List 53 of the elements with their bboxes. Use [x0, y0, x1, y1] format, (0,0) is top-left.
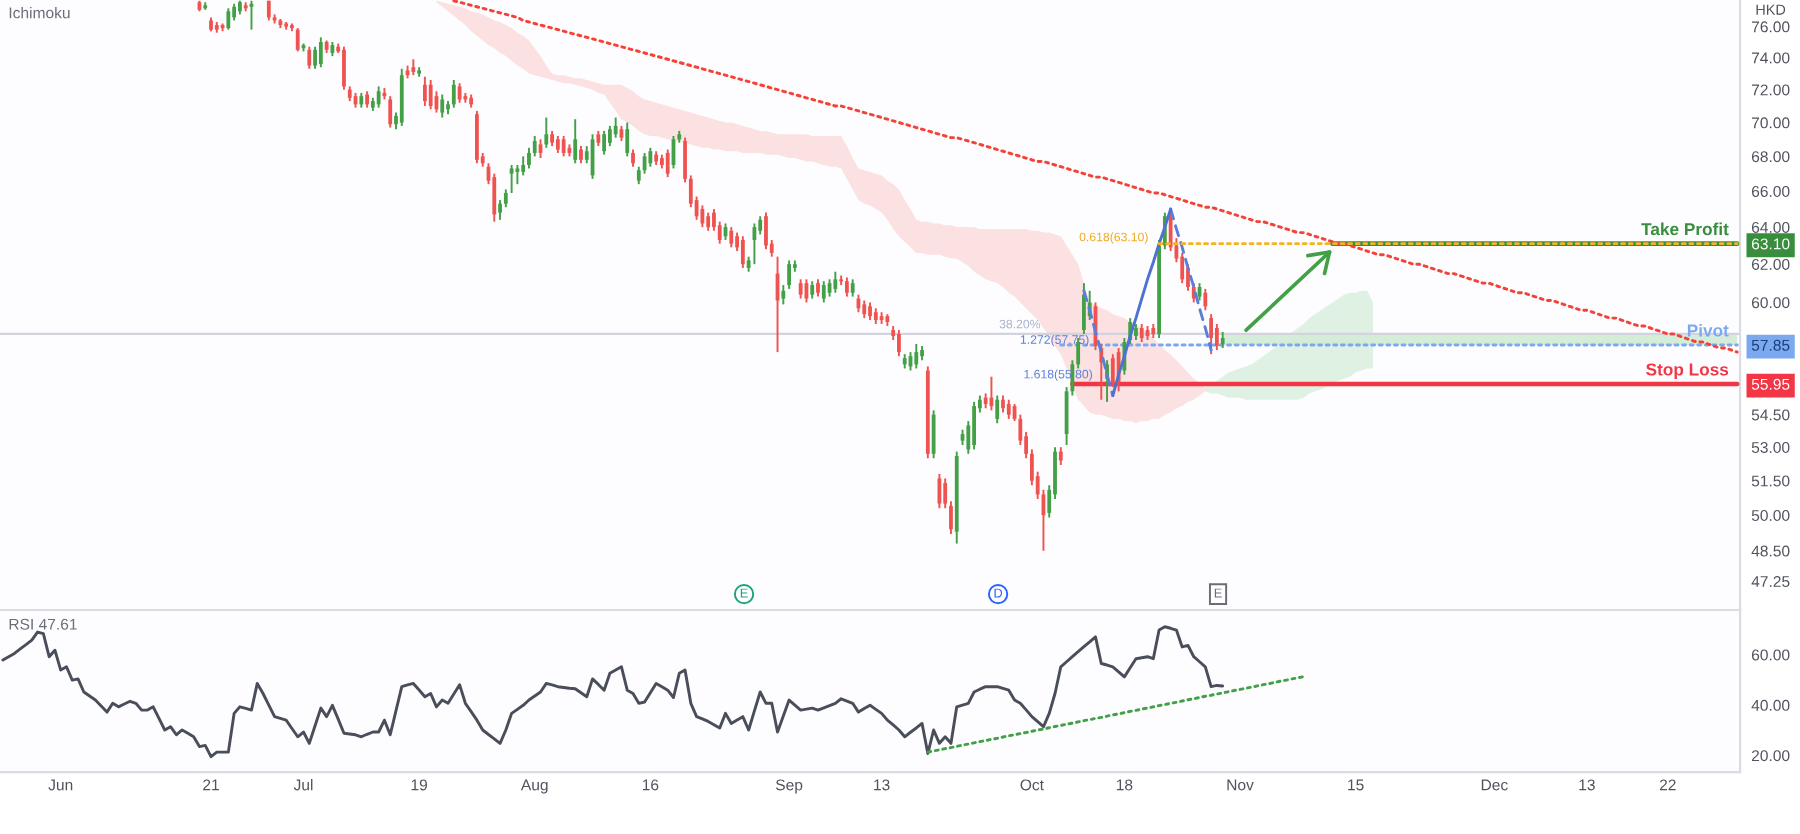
- candlestick: [937, 472, 942, 510]
- candlestick: [376, 85, 381, 109]
- candlestick: [399, 67, 404, 127]
- candlestick: [509, 164, 514, 194]
- candlestick: [897, 329, 901, 358]
- candlestick: [422, 75, 427, 107]
- candlestick: [1006, 398, 1011, 420]
- candlestick: [995, 394, 1000, 425]
- candlestick: [764, 211, 768, 251]
- candlestick: [740, 235, 745, 269]
- candlestick: [706, 211, 711, 232]
- candlestick: [451, 79, 456, 109]
- candlestick: [342, 45, 346, 91]
- candlestick: [845, 276, 849, 298]
- candlestick: [307, 45, 312, 70]
- candlestick: [914, 343, 919, 370]
- candlestick: [515, 164, 520, 186]
- candlestick: [1209, 313, 1214, 356]
- candlestick: [607, 124, 612, 148]
- candlestick: [798, 278, 803, 300]
- candlestick: [561, 134, 566, 158]
- candlestick: [821, 280, 826, 304]
- candlestick: [972, 400, 976, 451]
- line-series: [452, 0, 1739, 354]
- candlestick: [781, 284, 786, 306]
- candlestick: [665, 148, 670, 179]
- candlestick: [388, 95, 393, 129]
- line-series: [926, 675, 1306, 754]
- candlestick: [648, 146, 653, 168]
- series-label: Take Profit: [1641, 222, 1729, 236]
- series-label: Pivot: [1687, 323, 1729, 337]
- candlestick: [475, 109, 479, 165]
- candlestick: [573, 118, 578, 165]
- candlestick: [602, 129, 607, 156]
- candlestick: [700, 204, 705, 229]
- candlestick: [931, 409, 936, 460]
- candlestick: [833, 270, 838, 294]
- candlestick: [1110, 353, 1115, 389]
- candlestick: [787, 259, 791, 290]
- series-label: Stop Loss: [1646, 363, 1729, 379]
- candlestick: [295, 27, 300, 53]
- candlestick: [625, 121, 630, 158]
- candlestick: [521, 155, 526, 177]
- candlestick: [1203, 287, 1208, 312]
- candlestick: [544, 116, 549, 149]
- candlestick: [318, 36, 323, 69]
- candlestick: [1082, 282, 1086, 335]
- candlestick: [428, 79, 433, 111]
- candlestick: [226, 7, 231, 31]
- candlestick: [313, 45, 317, 70]
- candlestick: [613, 116, 618, 139]
- candlestick: [440, 93, 445, 119]
- candlestick: [729, 226, 734, 249]
